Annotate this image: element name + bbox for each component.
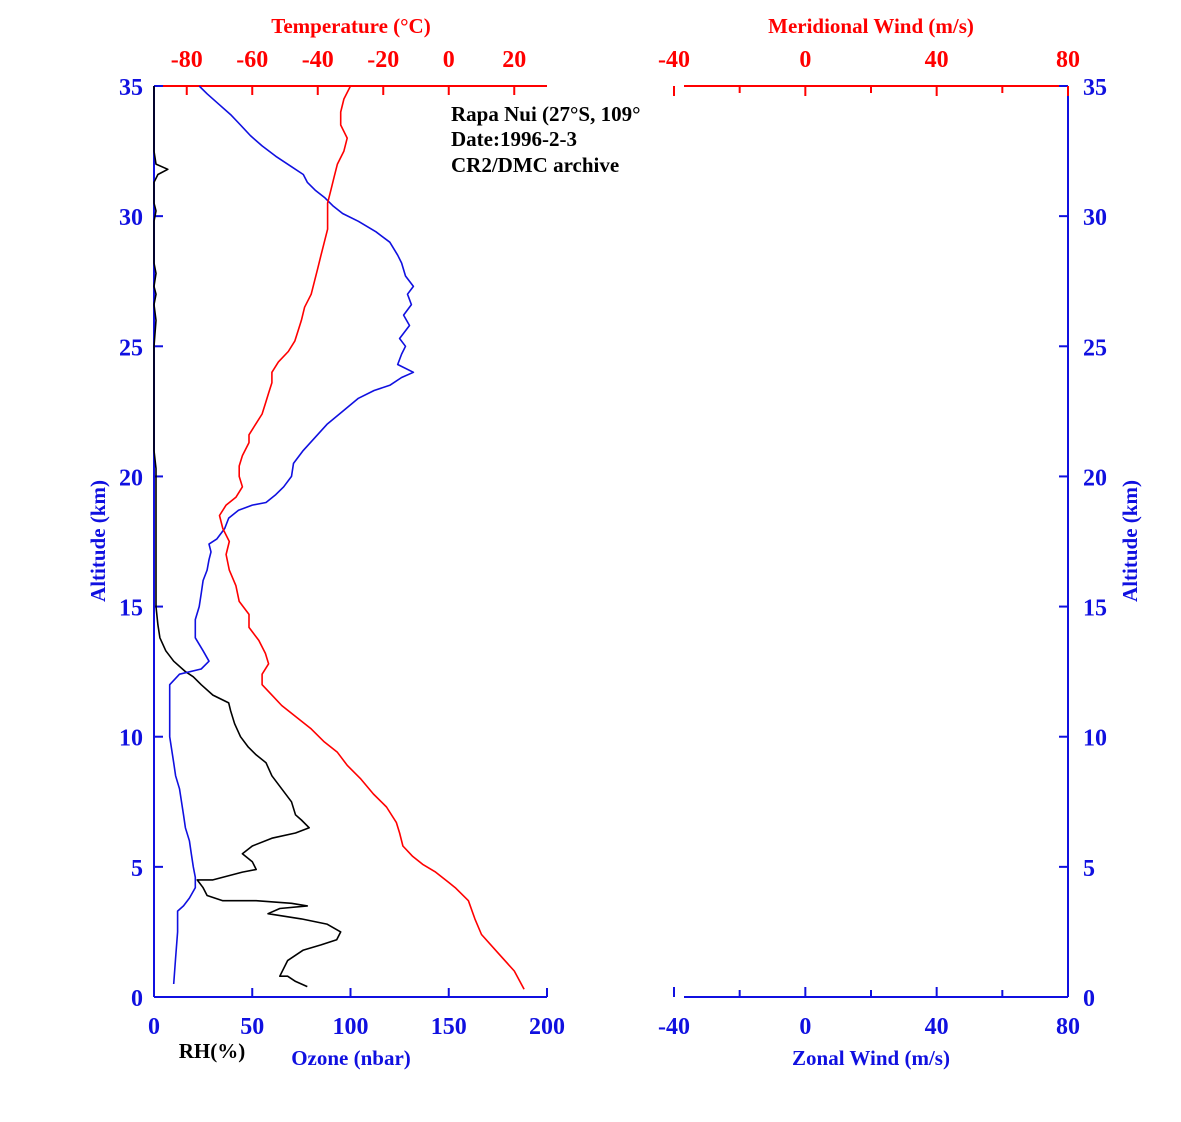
bottom-tick-label: 200 bbox=[529, 1014, 565, 1040]
top-tick-label: -20 bbox=[367, 47, 399, 73]
meridional-tick-label: -40 bbox=[658, 47, 690, 73]
series-line-temperature bbox=[218, 85, 525, 990]
left-panel-bottom-ticks: 0 50 100 150 200 bbox=[148, 988, 565, 1040]
left-y-tick-label: 5 bbox=[131, 856, 143, 882]
top-tick-label: 20 bbox=[502, 47, 526, 73]
left-panel-top-ticks: -80 -60 -40 -20 0 20 bbox=[171, 47, 526, 95]
series-line-rh bbox=[153, 86, 342, 988]
series-line-ozone bbox=[168, 85, 415, 985]
zonal-tick-label: 80 bbox=[1056, 1014, 1080, 1040]
right-y-axis-label: Altitude (km) bbox=[1118, 480, 1142, 602]
left-y-tick-label: 0 bbox=[131, 986, 143, 1012]
left-y-tick-label: 10 bbox=[119, 726, 143, 752]
ozone-axis-label: Ozone (nbar) bbox=[291, 1046, 411, 1070]
meridional-wind-axis-label: Meridional Wind (m/s) bbox=[768, 14, 974, 38]
right-y-tick-label: 5 bbox=[1083, 856, 1095, 882]
zonal-tick-label: -40 bbox=[658, 1014, 690, 1040]
station-info-line-3: CR2/DMC archive bbox=[451, 153, 619, 177]
top-tick-label: -60 bbox=[236, 47, 268, 73]
top-tick-label: 0 bbox=[443, 47, 455, 73]
right-y-tick-label: 30 bbox=[1083, 205, 1107, 231]
meridional-tick-label: 0 bbox=[799, 47, 811, 73]
right-y-tick-label: 35 bbox=[1083, 75, 1107, 101]
right-panel-bottom-ticks: -40 0 40 80 bbox=[658, 987, 1080, 1040]
right-y-tick-label: 25 bbox=[1083, 335, 1107, 361]
left-y-tick-label: 15 bbox=[119, 596, 143, 622]
bottom-tick-label: 100 bbox=[333, 1014, 369, 1040]
top-tick-label: -40 bbox=[302, 47, 334, 73]
left-y-tick-label: 30 bbox=[119, 205, 143, 231]
left-y-tick-label: 35 bbox=[119, 75, 143, 101]
left-y-axis-label: Altitude (km) bbox=[86, 480, 110, 602]
right-y-tick-label: 15 bbox=[1083, 596, 1107, 622]
right-panel: 0 5 10 15 20 25 30 35 -40 0 40 80 -40 0 40 80 Altitud… bbox=[658, 14, 1142, 1070]
station-info-line-2: Date:1996-2-3 bbox=[451, 127, 577, 151]
bottom-tick-label: 50 bbox=[240, 1014, 264, 1040]
rh-axis-label: RH(%) bbox=[179, 1039, 246, 1063]
zonal-tick-label: 0 bbox=[799, 1014, 811, 1040]
right-panel-y-ticks: 0 5 10 15 20 25 30 35 bbox=[1059, 75, 1107, 1012]
left-y-tick-label: 25 bbox=[119, 335, 143, 361]
left-panel-series bbox=[153, 85, 525, 990]
bottom-tick-label: 0 bbox=[148, 1014, 160, 1040]
zonal-wind-axis-label: Zonal Wind (m/s) bbox=[792, 1046, 950, 1070]
right-y-tick-label: 20 bbox=[1083, 465, 1107, 491]
temperature-axis-label: Temperature (°C) bbox=[271, 14, 430, 38]
right-y-tick-label: 10 bbox=[1083, 726, 1107, 752]
meridional-tick-label: 80 bbox=[1056, 47, 1080, 73]
meridional-tick-label: 40 bbox=[925, 47, 949, 73]
zonal-tick-label: 40 bbox=[925, 1014, 949, 1040]
left-y-tick-label: 20 bbox=[119, 465, 143, 491]
bottom-tick-label: 150 bbox=[431, 1014, 467, 1040]
right-y-tick-label: 0 bbox=[1083, 986, 1095, 1012]
station-info-line-1: Rapa Nui (27°S, 109° bbox=[451, 102, 641, 126]
top-tick-label: -80 bbox=[171, 47, 203, 73]
right-panel-top-ticks: -40 0 40 80 bbox=[658, 47, 1080, 96]
